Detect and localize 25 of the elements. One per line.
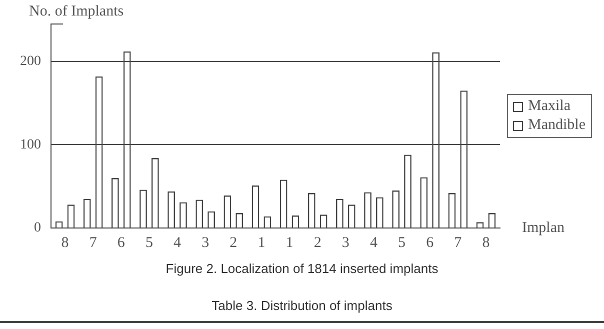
x-tick-label: 5 bbox=[145, 234, 153, 251]
legend-label: Mandible bbox=[528, 116, 586, 135]
x-tick-label: 5 bbox=[398, 234, 406, 251]
x-tick-label: 6 bbox=[117, 234, 126, 251]
x-tick-label: 8 bbox=[61, 234, 69, 251]
x-tick-label: 3 bbox=[342, 234, 350, 251]
x-tick-label: 4 bbox=[174, 234, 182, 251]
x-tick-label: 8 bbox=[482, 234, 490, 251]
x-tick-label: 1 bbox=[258, 234, 266, 251]
caption: Figure 2. Localization of 1814 inserted implants bbox=[164, 261, 440, 276]
x-tick-label: 2 bbox=[230, 234, 238, 251]
y-tick-label: 100 bbox=[20, 137, 41, 152]
caption: Table 3. Distribution of implants bbox=[210, 298, 394, 313]
legend-label: Maxila bbox=[528, 97, 570, 116]
x-tick-label: 1 bbox=[286, 234, 294, 251]
x-tick-label: 3 bbox=[202, 234, 210, 251]
y-tick-label: 200 bbox=[20, 54, 41, 70]
y-axis-title: No. of Implants bbox=[29, 3, 124, 20]
x-tick-label: 6 bbox=[426, 234, 434, 251]
x-tick-label: 2 bbox=[314, 234, 322, 251]
y-tick-label: 0 bbox=[34, 220, 41, 236]
x-tick-label: 7 bbox=[89, 234, 98, 251]
x-tick-label: 7 bbox=[454, 234, 462, 251]
x-axis-title: Implan bbox=[522, 220, 565, 236]
x-tick-label: 4 bbox=[370, 234, 378, 251]
